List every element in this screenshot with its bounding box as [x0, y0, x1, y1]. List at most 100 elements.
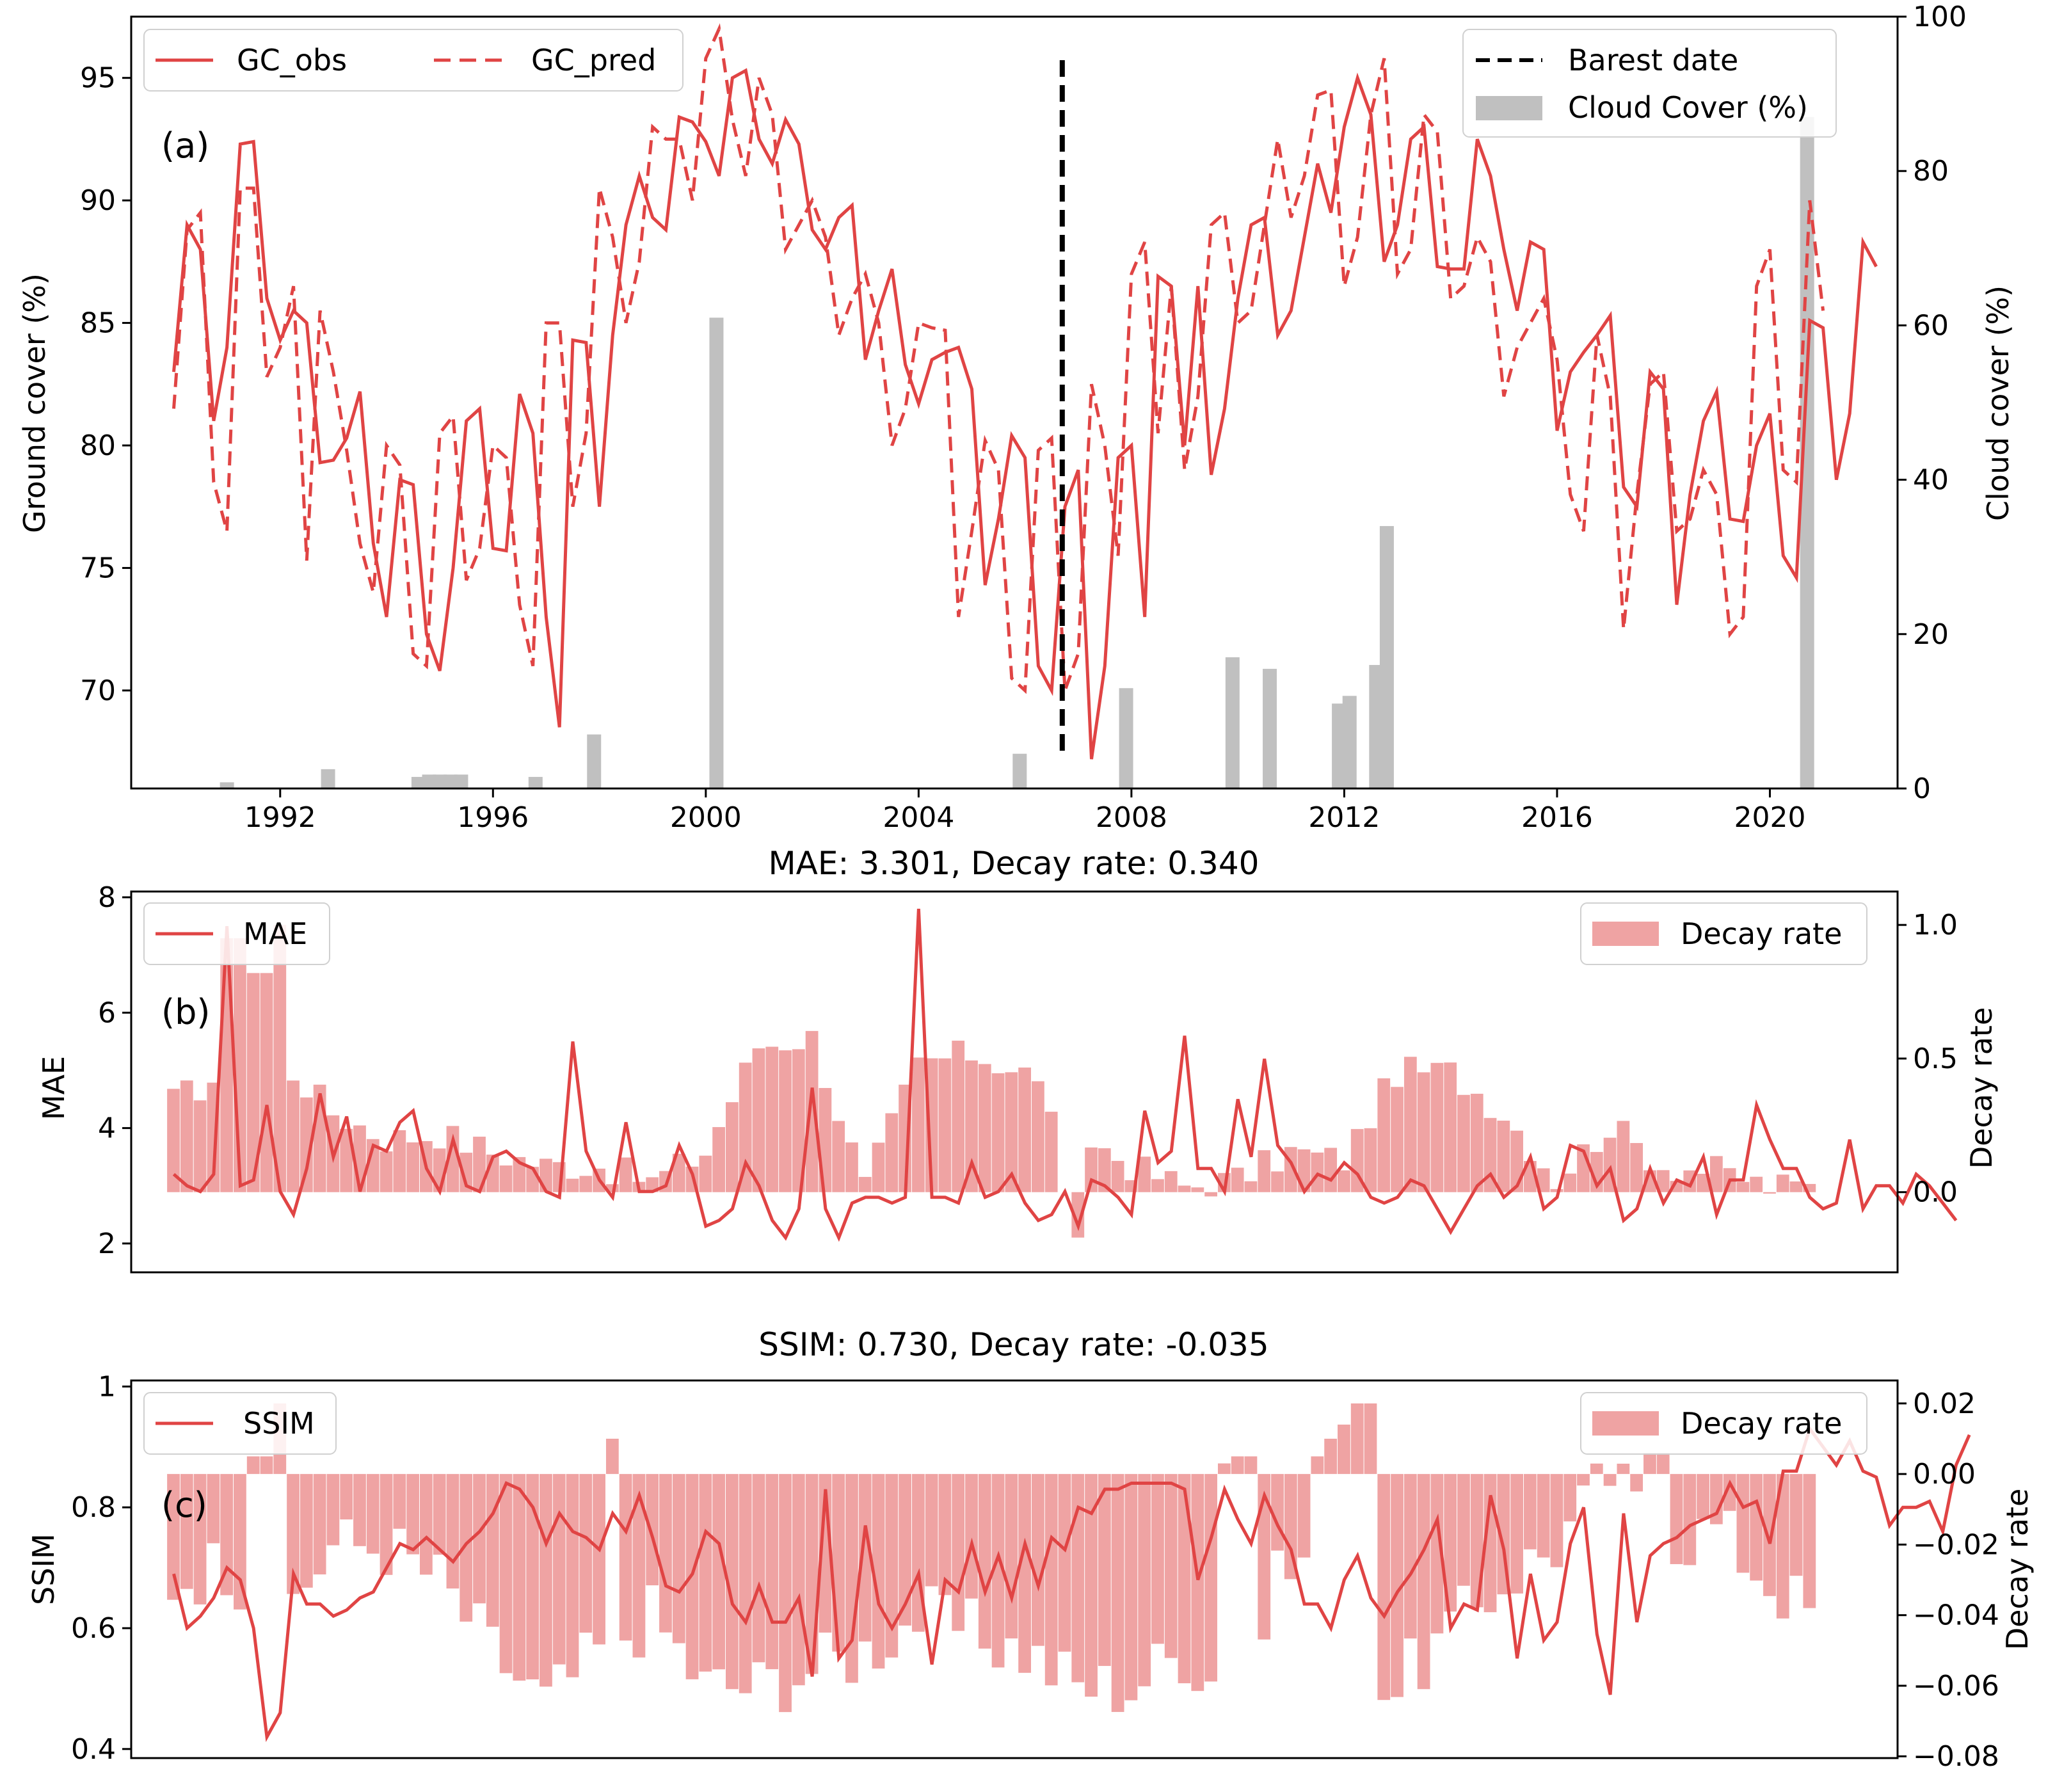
cloud-bar	[1225, 657, 1240, 788]
decay-rate-bar	[646, 1474, 659, 1586]
decay-rate-bar	[326, 1474, 340, 1546]
decay-rate-bar	[765, 1046, 779, 1192]
decay-rate-bar	[1111, 1160, 1124, 1192]
decay-rate-bar	[1231, 1167, 1244, 1192]
a-legend-left: GC_obs GC_pred	[143, 29, 684, 92]
decay-rate-bar	[1377, 1078, 1391, 1192]
c-y2-tick-label: −0.08	[1913, 1740, 1999, 1773]
decay-rate-bar	[1550, 1474, 1563, 1567]
decay-rate-bar	[1789, 1474, 1803, 1576]
c-y-tick-label: 0.4	[71, 1733, 116, 1766]
decay-rate-bar	[1497, 1121, 1510, 1192]
decay-rate-bar	[1391, 1474, 1403, 1697]
decay-rate-bar	[792, 1474, 805, 1686]
decay-rate-bar	[593, 1474, 605, 1645]
decay-rate-bar	[1297, 1474, 1311, 1558]
decay-rate-bar	[1776, 1474, 1789, 1619]
decay-rate-bar	[752, 1474, 765, 1663]
decay-rate-bar	[872, 1142, 885, 1192]
decay-rate-bar	[739, 1474, 752, 1693]
decay-rate-bar	[246, 1456, 260, 1475]
decay-rate-bar	[1563, 1173, 1577, 1192]
decay-rate-bar	[1377, 1474, 1391, 1700]
decay-rate-bar	[473, 1474, 486, 1604]
decay-rate-bar	[1191, 1187, 1204, 1192]
decay-rate-bar	[1284, 1474, 1297, 1580]
decay-rate-bar	[1217, 1463, 1231, 1475]
decay-rate-bar	[380, 1474, 393, 1575]
decay-rate-bar	[446, 1126, 460, 1192]
cloud-bar	[1119, 688, 1133, 788]
decay-rate-bar	[1258, 1150, 1271, 1192]
decay-rate-bar	[193, 1474, 207, 1604]
decay-rate-bar	[938, 1474, 952, 1596]
decay-rate-bar	[779, 1050, 792, 1192]
decay-rate-bar	[925, 1474, 938, 1587]
decay-rate-bar	[419, 1474, 433, 1575]
decay-rate-bar	[805, 1030, 819, 1192]
decay-rate-bar	[1311, 1456, 1324, 1475]
decay-rate-bar	[1430, 1474, 1444, 1634]
decay-rate-bar	[991, 1073, 1005, 1192]
c-y-tick-label: 1	[98, 1370, 116, 1403]
decay-rate-bar	[300, 1097, 313, 1192]
gc-obs-line	[172, 68, 1878, 760]
decay-rate-bar	[499, 1474, 513, 1674]
decay-rate-bar	[1098, 1474, 1111, 1667]
decay-rate-bar	[180, 1474, 193, 1589]
decay-rate-bar	[978, 1064, 991, 1192]
ssim-line	[172, 1425, 1971, 1742]
cloud-bar	[1369, 665, 1384, 788]
b-legend-right: Decay rate	[1580, 902, 1867, 965]
decay-rate-bar	[1111, 1474, 1124, 1712]
a-x-tick-label: 2000	[670, 801, 742, 834]
decay-rate-bar	[1537, 1168, 1550, 1192]
decay-rate-bar	[433, 1474, 446, 1555]
a-x-tick-label: 1996	[457, 801, 529, 834]
cloud-bar	[1379, 525, 1394, 788]
b-y2-tick-label: 1.0	[1913, 909, 1958, 941]
b-y-tick-label: 8	[98, 881, 116, 914]
decay-rate-bar	[858, 1474, 872, 1642]
decay-rate-bar	[899, 1474, 911, 1626]
decay-rate-bar	[380, 1151, 393, 1192]
decay-rate-bar	[1164, 1474, 1178, 1658]
decay-rate-bar	[1417, 1072, 1430, 1192]
decay-rate-bar	[699, 1155, 712, 1192]
decay-rate-bar	[1617, 1121, 1630, 1192]
b-y-tick-label: 4	[98, 1112, 116, 1145]
decay-rate-bar	[1709, 1474, 1723, 1524]
panel-a-label: (a)	[161, 125, 209, 166]
c-legend-left: SSIM	[143, 1392, 337, 1455]
cloud-bar	[220, 782, 234, 788]
cloud-bar	[1800, 116, 1814, 788]
decay-rate-bar	[632, 1474, 646, 1658]
cloud-bar	[709, 317, 724, 789]
decay-rate-bar	[1204, 1192, 1217, 1197]
decay-rate-bar	[1191, 1474, 1204, 1692]
decay-rate-bar	[885, 1113, 899, 1192]
decay-rate-bar	[1736, 1474, 1750, 1573]
a-y2-tick-label: 40	[1913, 464, 1949, 497]
decay-rate-bar	[938, 1058, 952, 1192]
c-y2-tick-label: −0.04	[1913, 1599, 1999, 1632]
decay-rate-bar	[712, 1474, 726, 1670]
decay-rate-bar	[659, 1474, 672, 1633]
a-y2-tick-label: 80	[1913, 155, 1949, 188]
cloud-cover-bars	[220, 116, 1814, 789]
decay-rate-bar	[499, 1165, 513, 1192]
decay-rate-bar	[260, 1456, 273, 1475]
decay-rate-bar	[1723, 1474, 1736, 1511]
decay-rate-bar	[1138, 1156, 1151, 1192]
decay-rate-bar	[180, 1080, 193, 1192]
decay-rate-bar	[1457, 1474, 1470, 1586]
c-y-tick-label: 0.8	[71, 1491, 116, 1524]
decay-rate-bar	[1018, 1068, 1032, 1192]
legend-ssim: SSIM	[243, 1406, 315, 1441]
b-y2-tick-label: 0.5	[1913, 1043, 1958, 1075]
decay-rate-bar	[1444, 1062, 1457, 1192]
decay-rate-bar	[845, 1142, 858, 1192]
decay-rate-bar	[1736, 1181, 1750, 1192]
decay-rate-bar	[1656, 1170, 1670, 1192]
